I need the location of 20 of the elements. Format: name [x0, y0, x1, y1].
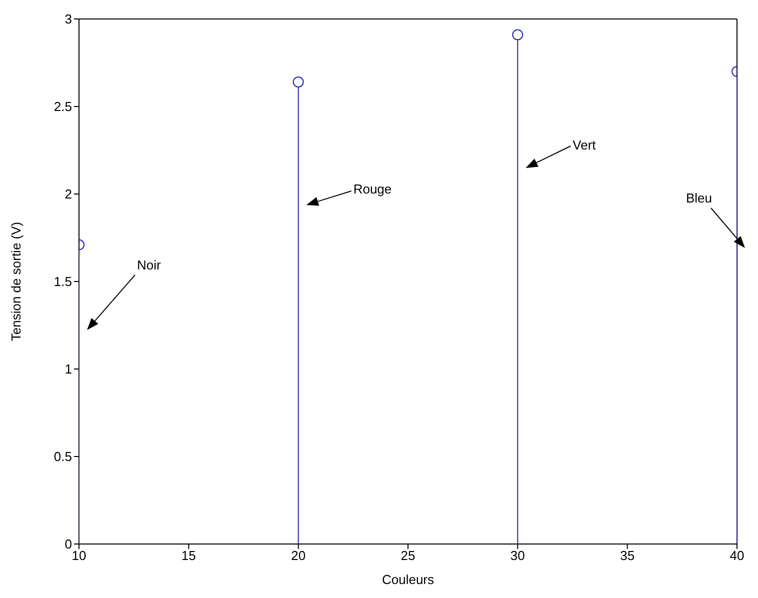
y-tick-label: 2 — [64, 186, 72, 202]
x-tick-label: 30 — [510, 548, 525, 564]
annotation: Vert — [572, 138, 596, 152]
x-tick-label: 25 — [400, 548, 416, 564]
x-tick-label: 15 — [181, 548, 196, 564]
y-tick-label: 1 — [64, 362, 72, 377]
y-tick-label: 2.5 — [54, 99, 72, 114]
y-tick-label: 3 — [64, 12, 72, 27]
y-tick-label: 0.5 — [54, 449, 72, 464]
x-axis-title: Couleurs — [382, 572, 435, 587]
x-tick-label: 10 — [72, 548, 86, 564]
x-tick-label: 40 — [730, 548, 744, 564]
annotation: Rouge — [353, 182, 392, 196]
y-tick-label: 0 — [64, 536, 72, 552]
annotation: Noir — [137, 258, 162, 272]
x-tick-label: 35 — [620, 548, 635, 564]
x-tick-label: 20 — [291, 548, 306, 564]
y-tick-label: 1.5 — [54, 274, 72, 290]
annotation: Bleu — [686, 190, 712, 206]
y-axis-title: Tension de sortie (V) — [8, 222, 24, 342]
